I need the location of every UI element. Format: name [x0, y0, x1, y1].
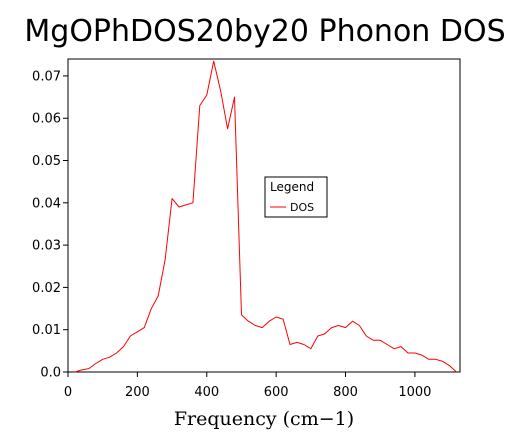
x-tick-label: 1000 — [398, 385, 431, 400]
x-axis-label: Frequency (cm−1) — [174, 408, 354, 430]
y-tick-label: 0.0 — [40, 366, 61, 381]
x-tick-label: 200 — [125, 385, 150, 400]
y-tick-label: 0.02 — [32, 281, 61, 296]
x-axis: 0 200 400 600 800 1000 — [64, 372, 431, 400]
series-line-dos — [74, 60, 457, 373]
x-tick-label: 400 — [194, 385, 219, 400]
series-layer — [74, 60, 457, 373]
x-tick-label: 800 — [333, 385, 358, 400]
y-tick-label: 0.05 — [32, 154, 61, 169]
plot-frame — [67, 58, 461, 373]
legend-box — [264, 176, 328, 218]
chart-title: MgOPhDOS20by20 Phonon DOS — [24, 14, 505, 49]
y-tick-label: 0.06 — [32, 112, 61, 127]
x-tick-label: 600 — [264, 385, 289, 400]
y-tick-label: 0.03 — [32, 239, 61, 254]
legend: Legend DOS — [264, 176, 328, 218]
y-tick-label: 0.07 — [32, 69, 61, 84]
y-tick-label: 0.04 — [32, 196, 61, 211]
y-axis: 0.0 0.01 0.02 0.03 0.04 0.05 0.06 0.07 — [32, 69, 68, 381]
x-tick-label: 0 — [64, 385, 72, 400]
legend-entry-dos: DOS — [290, 201, 314, 214]
y-tick-label: 0.01 — [32, 323, 61, 338]
legend-title: Legend — [270, 180, 314, 194]
